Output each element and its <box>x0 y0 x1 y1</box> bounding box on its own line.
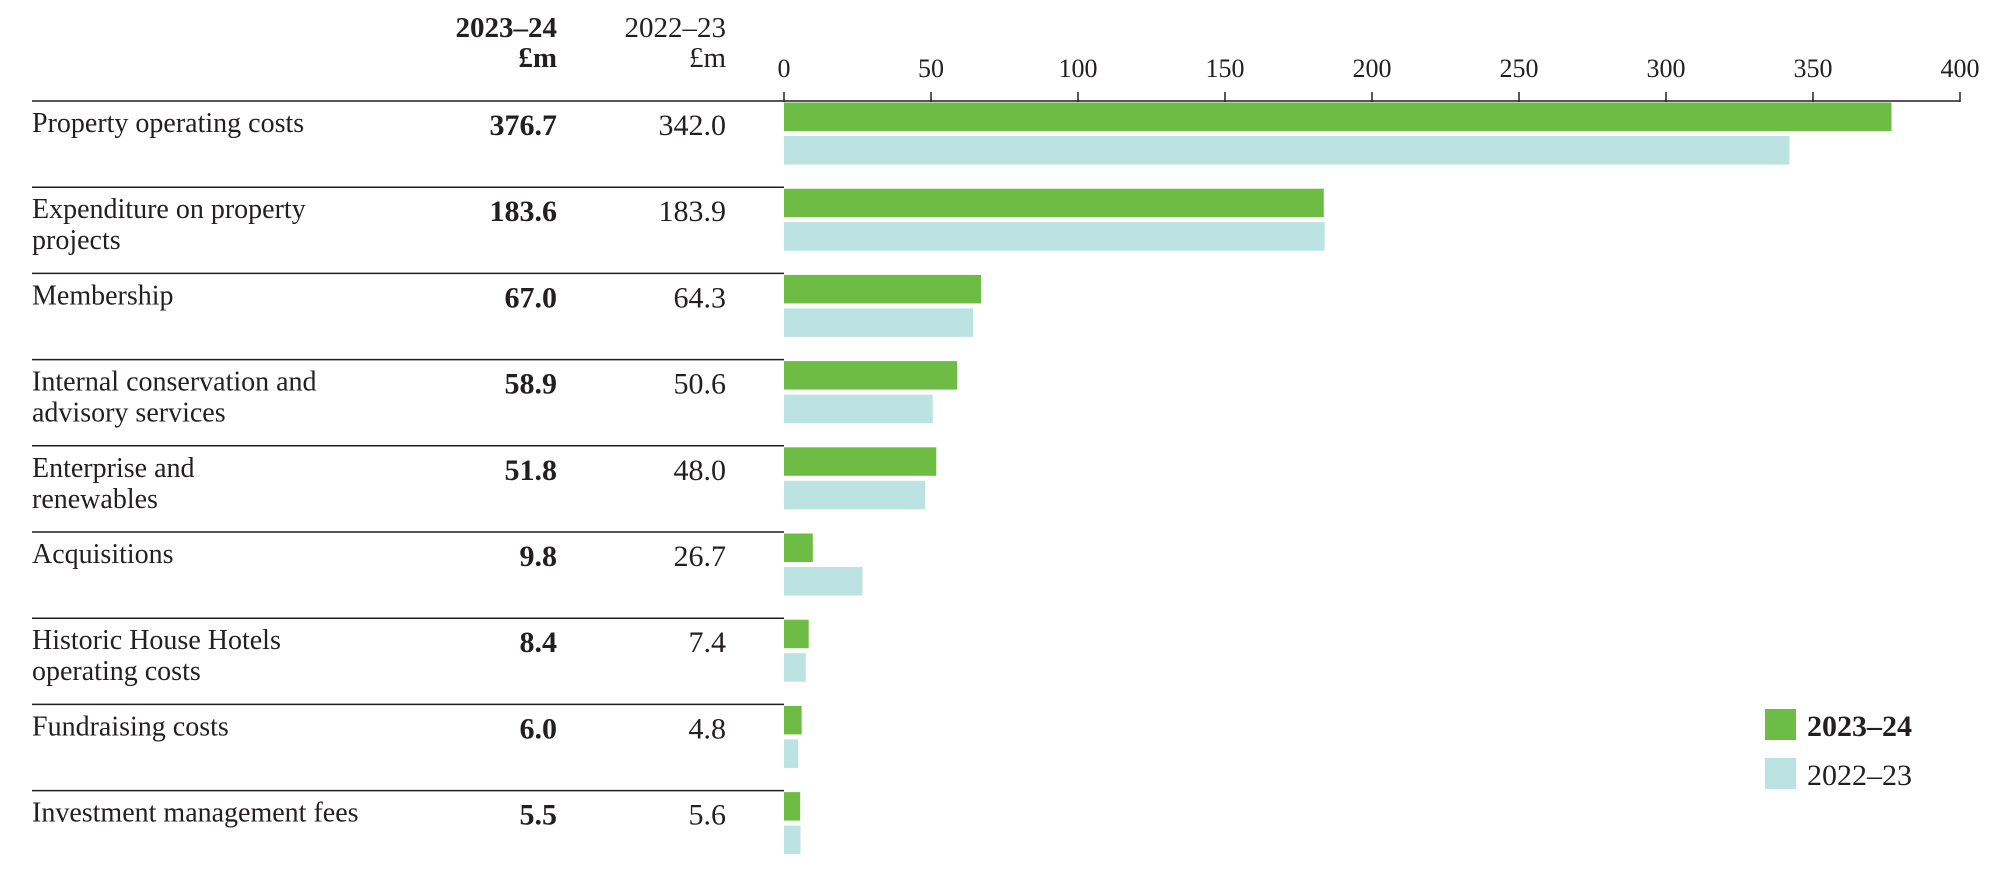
x-tick-label: 350 <box>1794 54 1833 83</box>
chart-row: Acquisitions 9.8 26.7 <box>32 531 863 596</box>
bar-current <box>784 705 802 735</box>
category-label: Expenditure on property <box>32 194 306 225</box>
category-label: Property operating costs <box>32 108 304 139</box>
category-label: advisory services <box>32 398 226 429</box>
header-previous-year: 2022–23 <box>625 12 727 44</box>
bar-previous <box>784 825 801 855</box>
x-tick-label: 0 <box>778 54 791 83</box>
value-label-current: 67.0 <box>505 281 558 314</box>
bar-previous <box>784 567 863 596</box>
header-current-unit: £m <box>518 42 557 74</box>
bar-previous <box>784 136 1790 165</box>
value-label-previous: 342.0 <box>659 109 727 142</box>
category-label: Historic House Hotels <box>32 625 281 656</box>
chart-rows: Property operating costs 376.7 342.0 Expend… <box>32 100 1892 855</box>
value-label-current: 51.8 <box>505 454 558 487</box>
value-label-previous: 5.6 <box>689 799 727 832</box>
chart-row: Property operating costs 376.7 342.0 <box>32 100 1892 165</box>
column-headers: 2023–24 £m 2022–23 £m <box>456 12 727 74</box>
value-label-current: 6.0 <box>520 712 558 745</box>
category-label: Investment management fees <box>32 798 359 829</box>
value-label-previous: 26.7 <box>674 540 727 573</box>
bar-current <box>784 792 801 821</box>
bar-current <box>784 188 1324 218</box>
chart-row: Investment management fees 5.5 5.6 <box>32 789 801 855</box>
category-label: Internal conservation and <box>32 367 317 398</box>
bar-previous <box>784 222 1325 251</box>
category-label: operating costs <box>32 656 201 687</box>
x-tick-label: 50 <box>918 54 944 83</box>
bar-current <box>784 619 809 649</box>
bar-previous <box>784 308 974 337</box>
x-tick-label: 100 <box>1059 54 1098 83</box>
category-label: Acquisitions <box>32 539 174 570</box>
bar-current <box>784 274 981 304</box>
value-label-previous: 183.9 <box>659 195 727 228</box>
value-label-previous: 4.8 <box>689 712 727 745</box>
bar-previous <box>784 653 806 682</box>
x-tick-label: 200 <box>1353 54 1392 83</box>
value-label-previous: 48.0 <box>674 454 727 487</box>
legend-swatch-previous <box>1765 758 1796 789</box>
value-label-current: 9.8 <box>520 540 558 573</box>
category-label: projects <box>32 225 121 256</box>
chart-row: Membership 67.0 64.3 <box>32 272 981 337</box>
x-tick-label: 400 <box>1941 54 1980 83</box>
legend: 2023–24 2022–23 <box>1765 709 1912 792</box>
bar-previous <box>784 480 926 510</box>
legend-label-current: 2023–24 <box>1807 710 1912 743</box>
bar-previous <box>784 739 799 768</box>
bar-current <box>784 102 1892 131</box>
x-tick-label: 150 <box>1206 54 1245 83</box>
value-label-current: 8.4 <box>520 626 558 659</box>
value-label-previous: 64.3 <box>674 281 727 314</box>
value-label-current: 58.9 <box>505 368 558 401</box>
value-label-current: 183.6 <box>490 195 558 228</box>
value-label-previous: 50.6 <box>674 368 727 401</box>
category-label: Fundraising costs <box>32 711 229 742</box>
bar-previous <box>784 394 933 424</box>
value-label-previous: 7.4 <box>689 626 727 659</box>
bar-current <box>784 533 813 562</box>
x-tick-label: 300 <box>1647 54 1686 83</box>
category-label: Membership <box>32 280 174 311</box>
value-label-current: 5.5 <box>520 799 558 832</box>
category-label: renewables <box>32 484 158 515</box>
bar-current <box>784 447 937 476</box>
bar-current <box>784 361 958 390</box>
header-previous-unit: £m <box>689 42 727 74</box>
chart-row: Fundraising costs 6.0 4.8 <box>32 703 802 768</box>
header-current-year: 2023–24 <box>456 12 558 44</box>
x-axis-ticks: 0 50 100 150 200 250 300 350 400 <box>778 54 1980 102</box>
value-label-current: 376.7 <box>490 109 558 142</box>
legend-label-previous: 2022–23 <box>1807 759 1912 792</box>
legend-swatch-current <box>1765 709 1796 740</box>
x-tick-label: 250 <box>1500 54 1539 83</box>
category-label: Enterprise and <box>32 453 195 484</box>
